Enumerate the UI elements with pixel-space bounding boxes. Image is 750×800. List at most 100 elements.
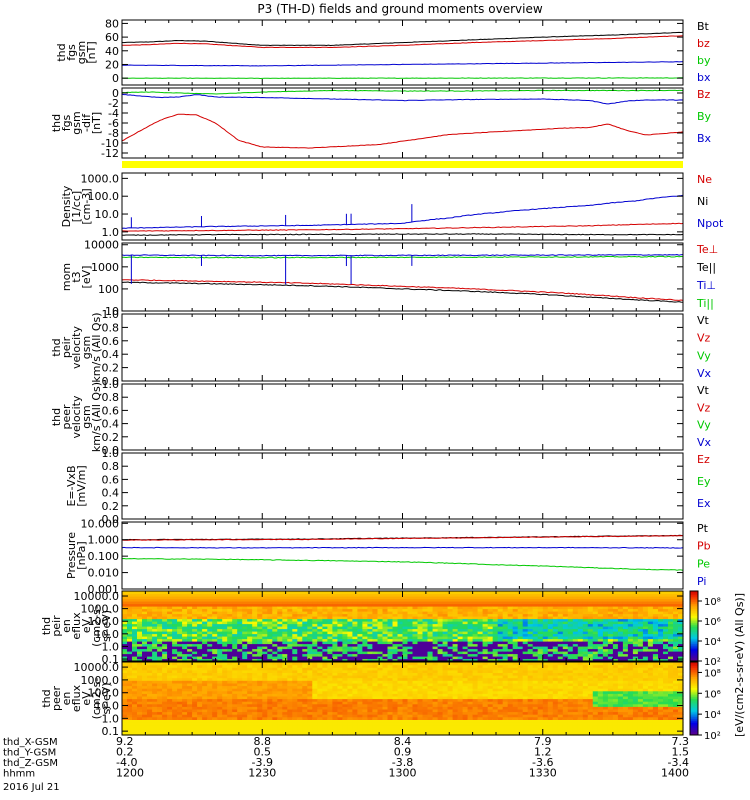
spectrogram-cell bbox=[177, 675, 183, 679]
spectrogram-cell bbox=[167, 623, 173, 627]
spectrogram-cell bbox=[647, 621, 654, 625]
spectrogram-cell bbox=[267, 669, 273, 673]
spectrogram-cell bbox=[237, 603, 243, 607]
spectrogram-cell bbox=[652, 621, 659, 625]
spectrogram-cell bbox=[402, 603, 409, 607]
spectrogram-cell bbox=[312, 695, 318, 700]
spectrogram-cell bbox=[442, 626, 449, 630]
spectrogram-cell bbox=[272, 719, 278, 723]
spectrogram-cell bbox=[357, 613, 363, 617]
spectrogram-cell bbox=[162, 631, 168, 635]
spectrogram-cell bbox=[172, 643, 178, 647]
spectrogram-cell bbox=[317, 722, 323, 726]
spectrogram-cell bbox=[157, 719, 163, 723]
spectrogram-cell bbox=[152, 651, 158, 655]
spectrogram-cell bbox=[272, 682, 278, 687]
spectrogram-cell bbox=[227, 631, 233, 635]
spectrogram-cell bbox=[187, 706, 193, 710]
spectrogram-cell bbox=[537, 603, 544, 607]
spectrogram-cell bbox=[617, 648, 624, 652]
spectrogram-cell bbox=[177, 633, 183, 637]
spectrogram-cell bbox=[272, 711, 278, 715]
spectrogram-cell bbox=[237, 701, 243, 705]
spectrogram-cell bbox=[147, 703, 153, 707]
spectrogram-cell bbox=[317, 685, 323, 689]
spectrogram-cell bbox=[197, 651, 203, 655]
spectrogram-cell bbox=[297, 703, 303, 707]
spectrogram-cell bbox=[647, 656, 654, 660]
spectrogram-cell bbox=[382, 638, 389, 642]
spectrogram-cell bbox=[197, 618, 203, 622]
spectrogram-cell bbox=[597, 638, 604, 642]
spectrogram-cell bbox=[622, 616, 629, 620]
spectrogram-cell bbox=[287, 643, 293, 647]
spectrogram-cell bbox=[372, 626, 378, 630]
spectrogram-cell bbox=[192, 641, 198, 645]
spectrogram-cell bbox=[562, 593, 569, 597]
spectrogram-cell bbox=[617, 606, 624, 610]
spectrogram-cell bbox=[412, 638, 419, 642]
spectrogram-cell bbox=[517, 633, 524, 637]
spectrogram-cell bbox=[357, 593, 363, 597]
spectrogram-cell bbox=[552, 641, 559, 645]
spectrogram-cell bbox=[162, 653, 168, 657]
spectrogram-cell bbox=[177, 658, 183, 662]
spectrogram-cell bbox=[347, 611, 353, 615]
spectrogram-cell bbox=[197, 688, 203, 692]
spectrogram-cell bbox=[402, 648, 409, 652]
spectrogram-cell bbox=[292, 628, 298, 632]
spectrogram-cell bbox=[192, 732, 198, 736]
spectrogram-cell bbox=[182, 593, 188, 597]
spectrogram-cell bbox=[237, 719, 243, 723]
spectrogram-cell bbox=[217, 711, 223, 715]
spectrogram-cell bbox=[317, 636, 323, 640]
spectrogram-cell bbox=[447, 648, 454, 652]
spectrogram-cell bbox=[132, 608, 138, 612]
spectrogram-cell bbox=[532, 603, 539, 607]
spectrogram-cell bbox=[282, 633, 288, 637]
spectrogram-cell bbox=[477, 623, 484, 627]
spectrogram-cell bbox=[587, 628, 594, 632]
spectrogram-cell bbox=[282, 598, 288, 602]
spectrogram-cell bbox=[467, 621, 474, 625]
spectrogram-cell bbox=[467, 636, 474, 640]
spectrogram-cell bbox=[412, 616, 419, 620]
spectrogram-cell bbox=[202, 727, 208, 731]
spectrogram-cell bbox=[317, 648, 323, 652]
spectrogram-cell bbox=[417, 608, 424, 612]
spectrogram-cell bbox=[212, 722, 218, 726]
spectrogram-cell bbox=[387, 608, 394, 612]
spectrogram-cell bbox=[467, 631, 474, 635]
spectrogram-cell bbox=[422, 591, 429, 595]
spectrogram-cell bbox=[537, 658, 544, 662]
spectrogram-cell bbox=[487, 591, 494, 595]
spectrogram-cell bbox=[512, 618, 519, 622]
spectrogram-cell bbox=[162, 651, 168, 655]
spectrogram-cell bbox=[347, 626, 353, 630]
spectrogram-cell bbox=[457, 653, 464, 657]
spectrogram-cell bbox=[292, 685, 298, 689]
spectrogram-cell bbox=[512, 636, 519, 640]
spectrogram-cell bbox=[292, 601, 298, 605]
spectrogram-cell bbox=[317, 672, 323, 676]
spectrogram-cell bbox=[617, 641, 624, 645]
spectrogram-cell bbox=[282, 606, 288, 610]
spectrogram-cell bbox=[122, 693, 128, 697]
spectrogram-cell bbox=[272, 677, 278, 681]
spectrogram-cell bbox=[182, 591, 188, 595]
spectrogram-cell bbox=[412, 603, 419, 607]
spectrogram-cell bbox=[287, 682, 293, 687]
spectrogram-cell bbox=[127, 641, 133, 645]
spectrogram-cell bbox=[297, 727, 303, 731]
spectrogram-cell bbox=[252, 716, 258, 720]
spectrogram-cell bbox=[627, 646, 634, 650]
spectrogram-cell bbox=[182, 680, 188, 684]
spectrogram-cell bbox=[257, 685, 263, 689]
spectrogram-cell bbox=[542, 623, 549, 627]
spectrogram-cell bbox=[132, 601, 138, 605]
spectrogram-cell bbox=[212, 669, 218, 673]
spectrogram-cell bbox=[367, 651, 373, 655]
spectrogram-cell bbox=[482, 591, 489, 595]
spectrogram-cell bbox=[472, 603, 479, 607]
spectrogram-cell bbox=[202, 685, 208, 689]
